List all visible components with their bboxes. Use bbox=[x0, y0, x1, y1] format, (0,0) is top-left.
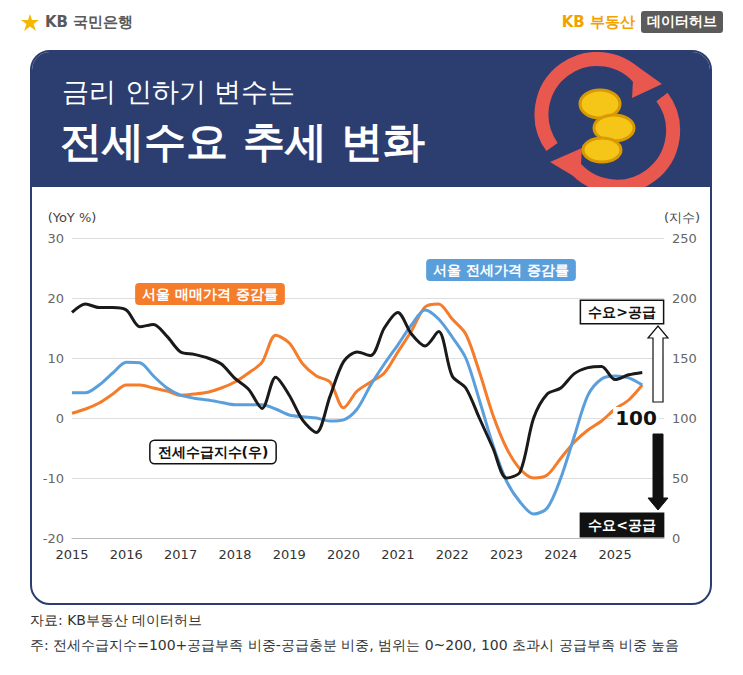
svg-text:-10: -10 bbox=[43, 471, 64, 486]
svg-text:서울 전세가격 증감률: 서울 전세가격 증감률 bbox=[433, 262, 569, 278]
svg-text:수요<공급: 수요<공급 bbox=[588, 517, 656, 533]
svg-text:-20: -20 bbox=[43, 531, 64, 546]
html-text:자료: KB부동산 데이터허브: 자료: KB부동산 데이터허브 bbox=[30, 612, 203, 628]
svg-text:전세수급지수(우): 전세수급지수(우) bbox=[158, 444, 269, 460]
svg-text:2019: 2019 bbox=[273, 547, 306, 562]
svg-text:0: 0 bbox=[56, 411, 64, 426]
svg-text:100: 100 bbox=[615, 406, 657, 430]
svg-text:2020: 2020 bbox=[327, 547, 360, 562]
svg-text:250: 250 bbox=[672, 231, 697, 246]
svg-text:(지수): (지수) bbox=[664, 210, 700, 225]
svg-text:20: 20 bbox=[47, 291, 64, 306]
svg-text:(YoY %): (YoY %) bbox=[48, 210, 97, 225]
html-text:데이터허브: 데이터허브 bbox=[647, 13, 717, 29]
html-text:주: 전세수급지수=100+공급부족 비중-공급충분 비중,: 주: 전세수급지수=100+공급부족 비중-공급충분 비중, 범위는 0~200… bbox=[30, 637, 680, 653]
html-text:KB 국민은행: KB 국민은행 bbox=[45, 13, 134, 31]
html-text:KB 부동산: KB 부동산 bbox=[561, 12, 635, 31]
svg-text:수요>공급: 수요>공급 bbox=[588, 304, 656, 320]
svg-text:2023: 2023 bbox=[490, 547, 523, 562]
svg-text:200: 200 bbox=[672, 291, 697, 306]
svg-text:0: 0 bbox=[672, 531, 680, 546]
svg-text:2021: 2021 bbox=[381, 547, 414, 562]
svg-text:2018: 2018 bbox=[218, 547, 251, 562]
svg-text:2016: 2016 bbox=[110, 547, 143, 562]
html-text:전세수요 추세 변화: 전세수요 추세 변화 bbox=[60, 117, 426, 166]
svg-text:2015: 2015 bbox=[55, 547, 88, 562]
svg-text:100: 100 bbox=[672, 411, 697, 426]
svg-text:2017: 2017 bbox=[164, 547, 197, 562]
svg-text:2022: 2022 bbox=[436, 547, 469, 562]
svg-text:150: 150 bbox=[672, 351, 697, 366]
svg-text:30: 30 bbox=[47, 231, 64, 246]
svg-text:서울 매매가격 증감률: 서울 매매가격 증감률 bbox=[142, 286, 278, 302]
svg-text:10: 10 bbox=[47, 351, 64, 366]
svg-text:2024: 2024 bbox=[544, 547, 577, 562]
html-text:금리 인하기 변수는: 금리 인하기 변수는 bbox=[62, 76, 296, 107]
svg-text:50: 50 bbox=[672, 471, 689, 486]
svg-text:2025: 2025 bbox=[599, 547, 632, 562]
